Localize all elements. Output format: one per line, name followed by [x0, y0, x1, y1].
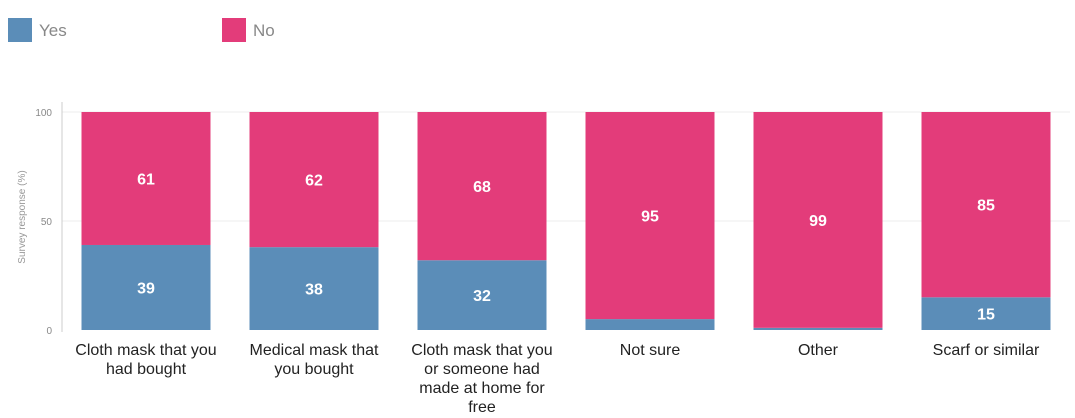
x-axis: Cloth mask that you had bought Medical mas… [75, 342, 1040, 416]
y-axis-label: Survey response (%) [17, 170, 28, 263]
data-label: 95 [641, 209, 659, 226]
x-tick-label: Other [798, 342, 839, 359]
x-tick-label: Medical mask that you bought [250, 342, 379, 378]
x-tick-label: Cloth mask that you or someone had made at… [411, 342, 552, 416]
bar-yes [753, 327, 883, 330]
bar-no [921, 112, 1051, 298]
x-tick-label: Cloth mask that you had bought [75, 342, 216, 378]
bars: 39 61 38 62 32 68 95 99 15 85 [81, 112, 1051, 330]
bar-no [753, 112, 883, 328]
data-label: 39 [137, 280, 155, 297]
y-tick-label: 100 [35, 108, 52, 119]
legend: Yes No [8, 18, 275, 42]
bar-yes [585, 319, 715, 330]
data-label: 99 [809, 213, 827, 230]
legend-label-no: No [253, 21, 275, 40]
gridlines [62, 111, 1070, 222]
y-tick-label: 50 [41, 217, 53, 228]
bar-no [249, 112, 379, 248]
data-label: 68 [473, 179, 491, 196]
x-tick-label: Scarf or similar [933, 342, 1040, 359]
data-label: 61 [137, 171, 155, 188]
bar-yes [81, 244, 211, 330]
bar-yes [921, 297, 1051, 330]
data-label: 38 [305, 282, 323, 299]
legend-swatch-no [222, 18, 246, 42]
data-label: 62 [305, 173, 323, 190]
y-axis: 0 50 100 [35, 102, 63, 337]
bar-yes [417, 260, 547, 330]
data-label: 32 [473, 288, 491, 305]
data-label: 85 [977, 198, 995, 215]
x-tick-label: Not sure [620, 342, 681, 359]
legend-swatch-yes [8, 18, 32, 42]
bar-no [81, 112, 211, 245]
data-label: 15 [977, 307, 995, 324]
y-tick-label: 0 [46, 326, 52, 337]
bar-no [585, 112, 715, 320]
bar-yes [249, 247, 379, 330]
legend-label-yes: Yes [39, 21, 67, 40]
bar-no [417, 112, 547, 261]
